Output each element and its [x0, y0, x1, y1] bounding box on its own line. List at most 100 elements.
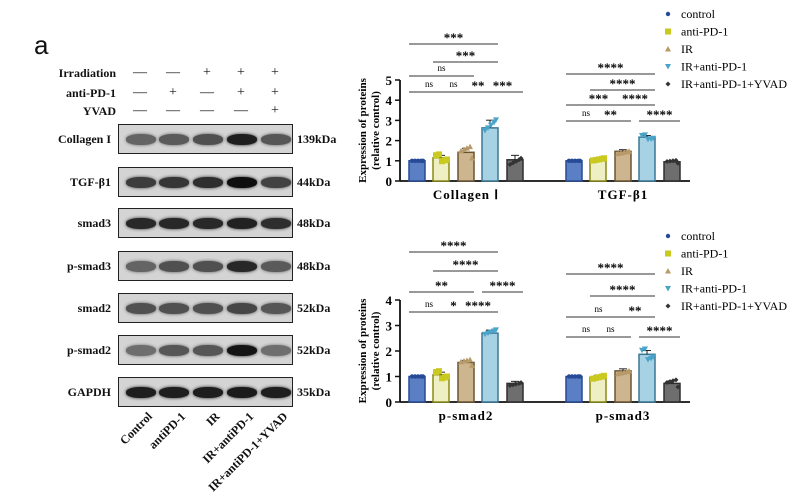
significance-label: ****: [622, 91, 648, 106]
condition-sign: +: [169, 85, 177, 100]
y-tick-label: 4: [386, 93, 393, 108]
bar-IR+anti-PD-1: [481, 332, 499, 403]
condition-sign: —: [166, 103, 180, 118]
bar-IR: [457, 361, 475, 403]
blot-band: [193, 303, 223, 314]
data-point: [577, 374, 583, 379]
blot-band: [126, 345, 156, 356]
legend-marker: [665, 268, 671, 274]
data-point: [667, 158, 673, 164]
condition-sign: —: [234, 103, 248, 118]
data-point: [518, 380, 524, 386]
legend-label: anti-PD-1: [681, 247, 728, 261]
blot-band: [126, 387, 156, 398]
blot-p-smad2: [118, 335, 293, 365]
data-point: [420, 158, 426, 163]
y-tick-label: 3: [386, 319, 393, 334]
significance-label: **: [472, 78, 485, 93]
y-tick-label: 0: [386, 174, 393, 189]
significance-label: ***: [493, 78, 513, 93]
condition-sign: —: [200, 85, 214, 100]
significance-label: ***: [456, 48, 476, 63]
legend-marker: [665, 11, 671, 17]
significance-label: ****: [598, 260, 624, 275]
data-point: [469, 362, 475, 368]
data-point: [420, 374, 426, 379]
blot-tgf-1: [118, 167, 293, 197]
data-point: [642, 132, 648, 138]
y-tick-label: 3: [386, 113, 393, 128]
blot-label: TGF-β1: [70, 175, 111, 189]
significance-label: **: [629, 303, 642, 318]
data-point: [444, 156, 450, 163]
data-point: [458, 147, 464, 154]
blot-band: [159, 134, 189, 145]
legend-marker: [665, 303, 671, 309]
category-label: p-smad2: [439, 408, 494, 423]
condition-sign: +: [271, 85, 279, 100]
blot-band: [159, 345, 189, 356]
blot-band: [227, 218, 257, 229]
data-point: [675, 384, 681, 390]
y-tick-label: 0: [386, 395, 393, 410]
blot-p-smad3: [118, 251, 293, 281]
y-tick-label: 1: [386, 370, 393, 385]
data-point: [650, 354, 656, 360]
blot-band: [193, 261, 223, 272]
data-point: [650, 135, 656, 142]
bar-IR+anti-PD-1: [638, 353, 656, 403]
blot-band: [193, 387, 223, 398]
legend-label: IR+anti-PD-1+YVAD: [681, 77, 787, 91]
data-point: [675, 160, 681, 166]
legend-marker: [665, 81, 671, 87]
data-point: [444, 373, 450, 380]
condition-label: anti-PD-1: [66, 86, 116, 100]
condition-sign: +: [271, 103, 279, 118]
blot-band: [227, 261, 257, 272]
data-point: [467, 143, 473, 150]
panel-letter: a: [34, 30, 49, 60]
legend-label: IR: [681, 42, 693, 56]
blot-label: p-smad3: [66, 259, 111, 273]
blot-band: [193, 134, 223, 145]
y-tick-label: 2: [386, 134, 393, 149]
legend-label: IR+anti-PD-1: [681, 60, 747, 74]
blot-band: [126, 134, 156, 145]
blot-band: [227, 177, 257, 188]
blot-kda: 52kDa: [297, 301, 331, 315]
blot-band: [227, 387, 257, 398]
blot-band: [261, 261, 291, 272]
significance-label: ****: [610, 282, 636, 297]
condition-sign: —: [166, 65, 180, 80]
bar-IR+anti-PD-1: [481, 127, 499, 182]
legend-label: anti-PD-1: [681, 25, 728, 39]
significance-label: ****: [490, 278, 516, 293]
data-point: [493, 117, 499, 123]
legend-marker: [665, 250, 671, 257]
blot-band: [261, 177, 291, 188]
blot-label: p-smad2: [66, 343, 111, 357]
data-point: [626, 367, 632, 374]
condition-sign: +: [203, 65, 211, 80]
legend-marker: [665, 46, 671, 52]
data-point: [467, 356, 473, 363]
legend-label: control: [681, 7, 716, 21]
blot-band: [227, 303, 257, 314]
y-tick-label: 2: [386, 344, 393, 359]
bar-IR+anti-PD-1: [638, 136, 656, 182]
legend-marker: [665, 64, 671, 70]
significance-label: ***: [444, 30, 464, 45]
blot-band: [159, 261, 189, 272]
legend-marker: [665, 28, 671, 35]
significance-label: ns: [582, 108, 591, 118]
significance-label: ****: [465, 298, 491, 313]
blot-smad2: [118, 293, 293, 323]
y-axis-label: Expression of proteins(relative control): [357, 298, 382, 403]
category-label: Collagen Ⅰ: [433, 187, 499, 202]
condition-sign: +: [271, 65, 279, 80]
blot-band: [159, 218, 189, 229]
significance-label: ns: [425, 79, 434, 89]
significance-label: ****: [610, 76, 636, 91]
significance-label: **: [435, 278, 448, 293]
